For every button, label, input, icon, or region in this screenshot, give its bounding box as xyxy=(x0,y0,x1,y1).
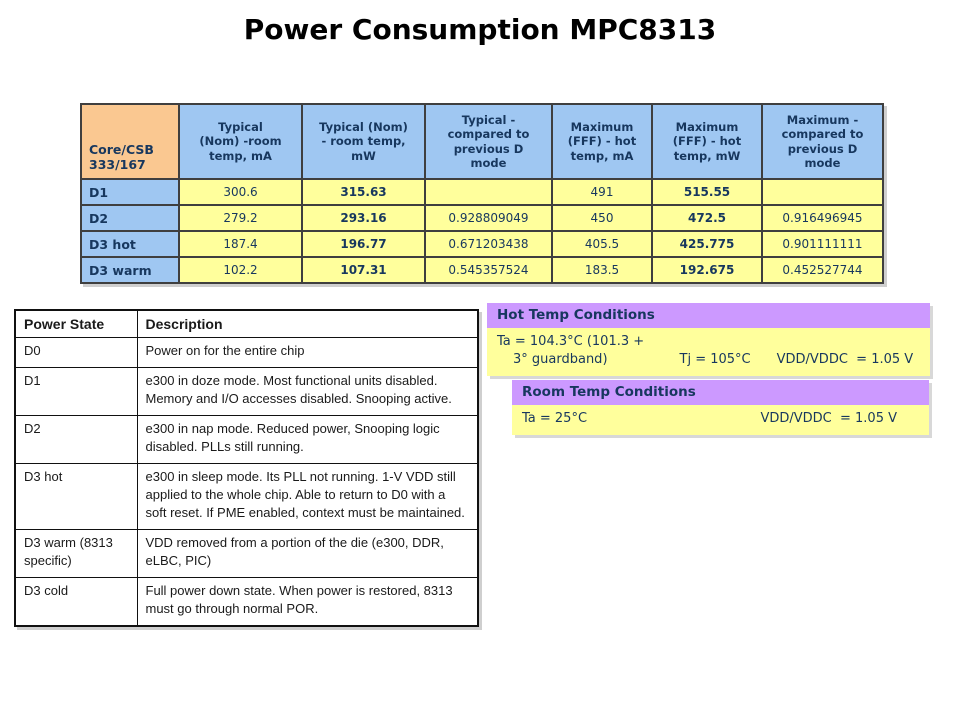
hot-conditions-line2: 3° guardband) Tj = 105°C VDD/VDDC = 1.05 V xyxy=(497,351,920,369)
table-cell: 293.16 xyxy=(301,204,426,232)
table-row-d3-warm: D3 warm 102.2 107.31 0.545357524 183.5 1… xyxy=(80,256,884,284)
table-row-d1: D1 e300 in doze mode. Most functional un… xyxy=(14,367,479,416)
table-cell: 0.452527744 xyxy=(761,256,884,284)
table-cell: 107.31 xyxy=(301,256,426,284)
state-description: e300 in nap mode. Reduced power, Snoopin… xyxy=(136,415,479,464)
table-cell: 300.6 xyxy=(178,178,303,206)
hot-temp-conditions-box: Hot Temp Conditions Ta = 104.3°C (101.3 … xyxy=(487,303,930,376)
state-description: Power on for the entire chip xyxy=(136,337,479,368)
hot-vdd-value: VDD/VDDC = 1.05 V xyxy=(776,352,914,367)
table-cell: 0.545357524 xyxy=(424,256,553,284)
power-table-corner-header: Core/CSB 333/167 xyxy=(80,103,180,180)
table-cell xyxy=(424,178,553,206)
table-cell: 472.5 xyxy=(651,204,763,232)
table-row-d3-warm: D3 warm (8313 specific) VDD removed from… xyxy=(14,529,479,578)
table-cell xyxy=(761,178,884,206)
power-table-header-typ-mw: Typical (Nom) - room temp, mW xyxy=(301,103,426,180)
table-cell: 0.928809049 xyxy=(424,204,553,232)
table-row-d0: D0 Power on for the entire chip xyxy=(14,337,479,368)
room-temp-conditions-title: Room Temp Conditions xyxy=(512,380,929,405)
power-table-header-typ-ratio: Typical - compared to previous D mode xyxy=(424,103,553,180)
power-table-header-row: Core/CSB 333/167 Typical (Nom) -room tem… xyxy=(80,103,884,180)
state-description: e300 in sleep mode. Its PLL not running.… xyxy=(136,463,479,530)
room-temp-conditions-body: Ta = 25°C VDD/VDDC = 1.05 V xyxy=(512,405,929,435)
power-state-label: D3 warm xyxy=(80,256,180,284)
table-cell: 192.675 xyxy=(651,256,763,284)
hot-ta-line1: Ta = 104.3°C (101.3 + xyxy=(497,334,645,349)
power-state-description-table: Power State Description D0 Power on for … xyxy=(14,309,479,627)
table-cell: 0.901111111 xyxy=(761,230,884,258)
power-table-header-typ-ma: Typical (Nom) -room temp, mA xyxy=(178,103,303,180)
state-table-header-row: Power State Description xyxy=(14,309,479,338)
table-cell: 315.63 xyxy=(301,178,426,206)
table-row-d3-hot: D3 hot e300 in sleep mode. Its PLL not r… xyxy=(14,463,479,530)
table-cell: 279.2 xyxy=(178,204,303,232)
table-cell: 405.5 xyxy=(551,230,653,258)
table-row-d1: D1 300.6 315.63 491 515.55 xyxy=(80,178,884,206)
hot-tj-value: Tj = 105°C xyxy=(679,352,751,367)
power-table-header-max-ratio: Maximum - compared to previous D mode xyxy=(761,103,884,180)
table-row-d2: D2 e300 in nap mode. Reduced power, Snoo… xyxy=(14,415,479,464)
table-cell: 196.77 xyxy=(301,230,426,258)
state-description: Full power down state. When power is res… xyxy=(136,577,479,627)
state-label: D0 xyxy=(14,337,138,368)
state-label: D2 xyxy=(14,415,138,464)
power-consumption-table: Core/CSB 333/167 Typical (Nom) -room tem… xyxy=(80,103,884,284)
state-description: VDD removed from a portion of the die (e… xyxy=(136,529,479,578)
table-row-d2: D2 279.2 293.16 0.928809049 450 472.5 0.… xyxy=(80,204,884,232)
power-state-label: D2 xyxy=(80,204,180,232)
table-cell: 515.55 xyxy=(651,178,763,206)
table-row-d3-cold: D3 cold Full power down state. When powe… xyxy=(14,577,479,627)
table-cell: 0.916496945 xyxy=(761,204,884,232)
page-title: Power Consumption MPC8313 xyxy=(243,13,717,46)
table-cell: 491 xyxy=(551,178,653,206)
table-cell: 183.5 xyxy=(551,256,653,284)
table-row-d3-hot: D3 hot 187.4 196.77 0.671203438 405.5 42… xyxy=(80,230,884,258)
room-temp-conditions-box: Room Temp Conditions Ta = 25°C VDD/VDDC … xyxy=(512,380,929,435)
table-cell: 450 xyxy=(551,204,653,232)
table-cell: 425.775 xyxy=(651,230,763,258)
state-label: D1 xyxy=(14,367,138,416)
hot-temp-conditions-title: Hot Temp Conditions xyxy=(487,303,930,328)
state-label: D3 warm (8313 specific) xyxy=(14,529,138,578)
state-label: D3 hot xyxy=(14,463,138,530)
table-cell: 0.671203438 xyxy=(424,230,553,258)
power-table-header-max-mw: Maximum (FFF) - hot temp, mW xyxy=(651,103,763,180)
state-table-header-power-state: Power State xyxy=(14,309,138,338)
table-cell: 187.4 xyxy=(178,230,303,258)
room-vdd-value: VDD/VDDC = 1.05 V xyxy=(760,411,897,426)
state-description: e300 in doze mode. Most functional units… xyxy=(136,367,479,416)
state-label: D3 cold xyxy=(14,577,138,627)
state-table-header-description: Description xyxy=(136,309,479,338)
power-state-label: D3 hot xyxy=(80,230,180,258)
power-table-header-max-ma: Maximum (FFF) - hot temp, mA xyxy=(551,103,653,180)
hot-temp-conditions-body: Ta = 104.3°C (101.3 + 3° guardband) Tj = … xyxy=(487,328,930,376)
table-cell: 102.2 xyxy=(178,256,303,284)
hot-ta-line2: 3° guardband) xyxy=(513,352,608,367)
room-ta-value: Ta = 25°C xyxy=(522,411,588,426)
power-state-label: D1 xyxy=(80,178,180,206)
